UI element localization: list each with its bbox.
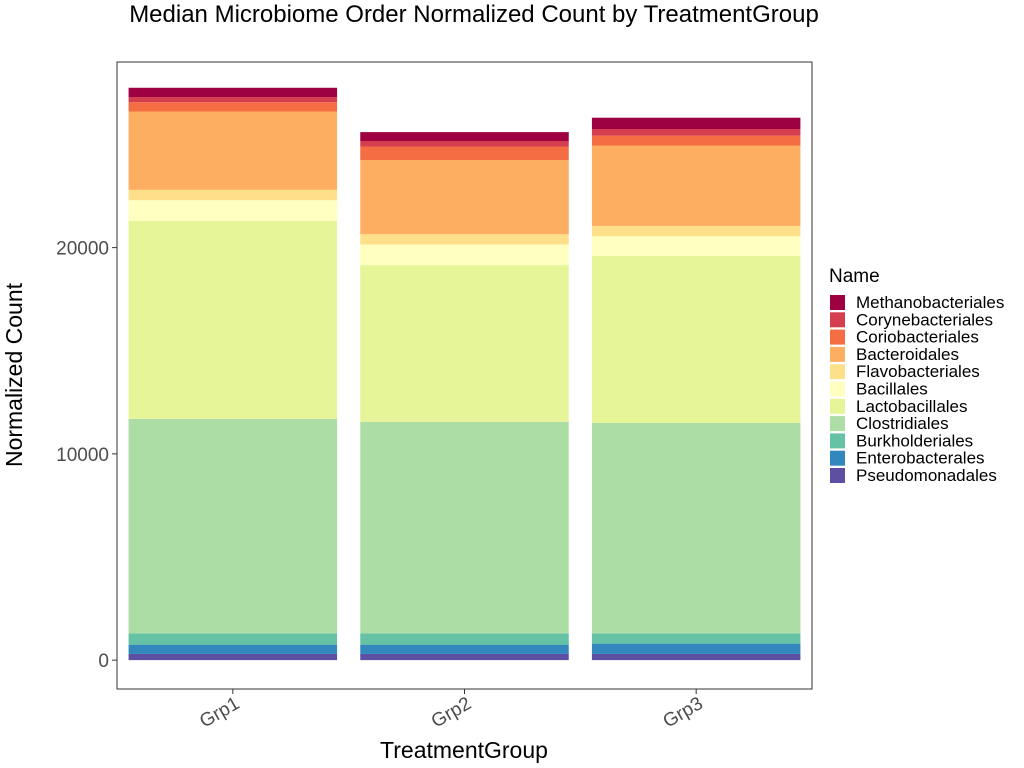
plot-bars	[128, 87, 801, 661]
bar-segment-grp1-corynebacteriales	[128, 97, 338, 103]
legend-swatch-coriobacteriales	[830, 329, 845, 345]
y-tick-label: 20000	[56, 239, 109, 260]
bar-segment-grp1-burkholderiales	[128, 633, 338, 645]
bar-segment-grp1-lactobacillales	[128, 220, 338, 419]
bar-segment-grp2-lactobacillales	[360, 265, 569, 422]
legend-label-bacteroidales: Bacteroidales	[856, 345, 959, 364]
legend-swatch-lactobacillales	[830, 398, 845, 414]
legend-label-pseudomonadales: Pseudomonadales	[856, 466, 997, 485]
x-axis: Grp1 Grp2 Grp3	[196, 689, 707, 732]
y-tick-label: 0	[98, 651, 109, 672]
bar-segment-grp1-flavobacteriales	[128, 189, 338, 201]
bar-segment-grp3-corynebacteriales	[591, 129, 801, 136]
legend-label-burkholderiales: Burkholderiales	[856, 431, 973, 450]
bar-segment-grp2-coriobacteriales	[360, 146, 569, 160]
bar-segment-grp2-pseudomonadales	[360, 653, 569, 661]
x-tick-label-grp1: Grp1	[196, 693, 243, 732]
legend-label-enterobacterales: Enterobacterales	[856, 449, 985, 468]
y-axis-title: Normalized Count	[1, 282, 27, 467]
bar-segment-grp2-enterobacterales	[360, 644, 569, 654]
bar-segment-grp3-bacillales	[591, 236, 801, 256]
legend-label-lactobacillales: Lactobacillales	[856, 397, 968, 416]
bar-segment-grp2-burkholderiales	[360, 633, 569, 645]
bar-segment-grp2-bacteroidales	[360, 159, 569, 235]
bar-segment-grp2-corynebacteriales	[360, 140, 569, 147]
bar-segment-grp1-clostridiales	[128, 418, 338, 634]
x-tick-label-grp2: Grp2	[428, 693, 475, 732]
bar-segment-grp3-coriobacteriales	[591, 135, 801, 146]
bar-segment-grp3-enterobacterales	[591, 643, 801, 654]
y-axis: 0 10000 20000	[56, 239, 117, 672]
legend-swatch-pseudomonadales	[830, 468, 845, 483]
chart-title: Median Microbiome Order Normalized Count…	[129, 1, 819, 28]
bar-segment-grp2-methanobacteriales	[360, 132, 569, 141]
legend-label-corynebacteriales: Corynebacteriales	[856, 310, 993, 329]
bar-segment-grp3-lactobacillales	[591, 255, 801, 423]
legend-swatch-bacteroidales	[830, 346, 845, 362]
legend-label-bacillales: Bacillales	[856, 380, 928, 399]
bar-segment-grp1-enterobacterales	[128, 644, 338, 654]
legend-label-clostridiales: Clostridiales	[856, 414, 949, 433]
bar-segment-grp1-bacteroidales	[128, 111, 338, 190]
legend-title: Name	[829, 266, 880, 287]
x-tick-label-grp3: Grp3	[660, 693, 707, 732]
legend-swatch-clostridiales	[830, 416, 845, 432]
legend: Name MethanobacterialesCorynebacteriales…	[829, 266, 1004, 485]
bar-segment-grp2-bacillales	[360, 244, 569, 266]
bar-segment-grp1-bacillales	[128, 200, 338, 221]
legend-swatch-enterobacterales	[830, 450, 845, 466]
bar-segment-grp3-pseudomonadales	[591, 653, 801, 661]
legend-label-methanobacteriales: Methanobacteriales	[856, 293, 1004, 312]
bar-segment-grp3-clostridiales	[591, 422, 801, 634]
legend-swatch-burkholderiales	[830, 433, 845, 449]
bar-segment-grp3-burkholderiales	[591, 633, 801, 644]
legend-swatch-methanobacteriales	[830, 295, 845, 310]
bar-segment-grp2-flavobacteriales	[360, 234, 569, 245]
legend-swatch-flavobacteriales	[830, 364, 845, 380]
bar-segment-grp1-methanobacteriales	[128, 87, 338, 98]
legend-label-flavobacteriales: Flavobacteriales	[856, 362, 980, 381]
legend-swatch-corynebacteriales	[830, 312, 845, 328]
y-tick-label: 10000	[56, 445, 109, 466]
bar-segment-grp3-bacteroidales	[591, 145, 801, 226]
bar-segment-grp1-coriobacteriales	[128, 102, 338, 112]
legend-label-coriobacteriales: Coriobacteriales	[856, 328, 979, 347]
bar-segment-grp1-pseudomonadales	[128, 653, 338, 661]
x-axis-title: TreatmentGroup	[380, 737, 548, 763]
bar-segment-grp3-flavobacteriales	[591, 225, 801, 237]
legend-swatch-bacillales	[830, 381, 845, 397]
bar-segment-grp2-clostridiales	[360, 421, 569, 634]
bar-segment-grp3-methanobacteriales	[591, 117, 801, 130]
